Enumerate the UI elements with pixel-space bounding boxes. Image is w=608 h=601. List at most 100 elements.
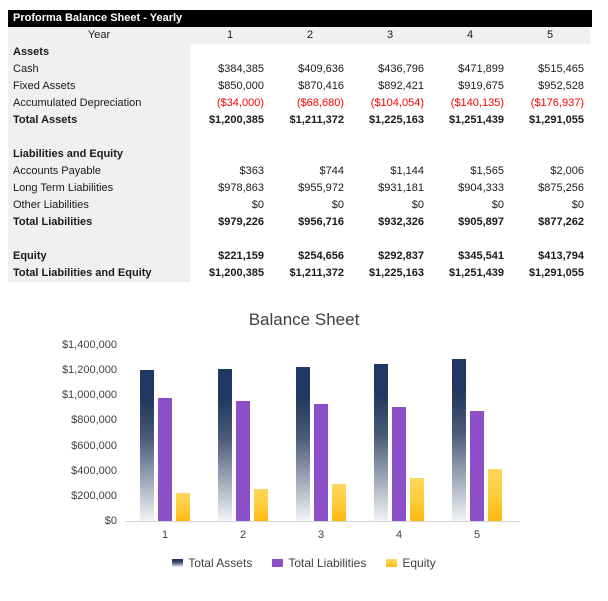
value-cell-year-2: $744: [319, 165, 344, 177]
x-axis-tick-label: 4: [395, 529, 403, 541]
value-cell-year-4: $1,251,439: [448, 114, 504, 126]
table-row-fixed-assets: Fixed Assets $850,000 $870,416 $892,421 $919…: [8, 78, 590, 95]
value-cell-year-1: [190, 146, 270, 163]
value-cell-year-1: $221,159: [218, 250, 264, 262]
row-label: Accumulated Depreciation: [8, 95, 190, 112]
bar-equity-year-4: [410, 478, 424, 521]
row-label: Cash: [8, 61, 190, 78]
value-cell-year-1: $1,200,385: [208, 114, 264, 126]
bar-total-liabilities-year-5: [470, 411, 484, 521]
value-cell-year-3: [350, 44, 430, 61]
value-cell-year-4: $904,333: [458, 182, 504, 194]
legend-swatch-equity: [386, 559, 398, 567]
table-row-long-term-liabilities: Long Term Liabilities $978,863 $955,972 $93…: [8, 180, 590, 197]
value-cell-year-1: [190, 129, 270, 146]
row-label: Liabilities and Equity: [8, 146, 190, 163]
bar-total-assets-year-3: [296, 367, 310, 521]
legend-label: Equity: [402, 556, 436, 570]
value-cell-year-4: [430, 231, 510, 248]
value-cell-year-3: $0: [411, 199, 424, 211]
legend-swatch-total-assets: [172, 559, 184, 567]
value-cell-year-5: $952,528: [538, 80, 584, 92]
value-cell-year-2: 2: [270, 27, 350, 44]
row-label: [8, 129, 190, 146]
y-axis-tick-label: $1,200,000: [61, 364, 117, 377]
value-cell-year-3: $892,421: [378, 80, 424, 92]
value-cell-year-2: $956,716: [298, 216, 344, 228]
value-cell-year-3: $436,796: [378, 63, 424, 75]
row-label: Total Assets: [8, 112, 190, 129]
table-row-liabilities-and-equity: Liabilities and Equity: [8, 146, 590, 163]
value-cell-year-2: $254,656: [298, 250, 344, 262]
row-label: Total Liabilities and Equity: [8, 265, 190, 282]
bar-total-liabilities-year-1: [158, 398, 172, 521]
value-cell-year-5: $515,465: [538, 63, 584, 75]
y-axis-tick-label: $600,000: [71, 439, 117, 452]
value-cell-year-3: $1,144: [390, 165, 424, 177]
table-row-equity: Equity $221,159 $254,656 $292,837 $345,541 $4…: [8, 248, 590, 265]
legend-label: Total Liabilities: [288, 556, 367, 570]
value-cell-year-1: $384,385: [218, 63, 264, 75]
value-cell-year-2: $1,211,372: [289, 267, 344, 279]
value-cell-year-5: $2,006: [550, 165, 584, 177]
row-label: Other Liabilities: [8, 197, 190, 214]
bar-total-liabilities-year-4: [392, 407, 406, 521]
value-cell-year-5: [510, 146, 590, 163]
value-cell-year-1: $0: [251, 199, 264, 211]
y-axis-tick-label: $400,000: [71, 464, 117, 477]
chart-title: Balance Sheet: [248, 310, 360, 329]
value-cell-year-4: ($140,135): [450, 97, 504, 109]
balance-sheet-table: Year 1 2 3 4 5 Assets Cash $384,385 $409,636 $436,…: [8, 27, 590, 282]
row-label: Fixed Assets: [8, 78, 190, 95]
legend-swatch-total-liabilities: [272, 559, 284, 567]
value-cell-year-5: $1,291,055: [528, 114, 584, 126]
value-cell-year-3: [350, 231, 430, 248]
table-row-assets: Assets: [8, 44, 590, 61]
value-cell-year-3: ($104,054): [370, 97, 424, 109]
value-cell-year-3: $1,225,163: [368, 267, 424, 279]
value-cell-year-3: $931,181: [378, 182, 424, 194]
row-label: Total Liabilities: [8, 214, 190, 231]
value-cell-year-4: $345,541: [458, 250, 504, 262]
value-cell-year-2: $955,972: [298, 182, 344, 194]
table-row-blank: [8, 129, 590, 146]
row-label: Assets: [8, 44, 190, 61]
legend-item-total-liabilities: Total Liabilities: [272, 556, 366, 570]
value-cell-year-1: ($34,000): [216, 97, 264, 109]
legend-label: Total Assets: [188, 556, 253, 570]
value-cell-year-5: [510, 231, 590, 248]
table-row-other-liabilities: Other Liabilities $0 $0 $0 $0 $0: [8, 197, 590, 214]
table-row-accounts-payable: Accounts Payable $363 $744 $1,144 $1,565 $2,0…: [8, 163, 590, 180]
value-cell-year-1: $363: [239, 165, 264, 177]
value-cell-year-3: [350, 146, 430, 163]
y-axis-tick-label: $200,000: [71, 489, 117, 502]
table-row-accumulated-depreciation: Accumulated Depreciation ($34,000) ($68,68…: [8, 95, 590, 112]
row-label: Year: [8, 27, 190, 44]
legend-item-equity: Equity: [386, 556, 436, 570]
value-cell-year-4: $905,897: [458, 216, 504, 228]
x-axis-tick-label: 1: [161, 529, 169, 541]
bar-total-assets-year-5: [452, 359, 466, 521]
table-row-total-liabilities: Total Liabilities $979,226 $956,716 $932,32…: [8, 214, 590, 231]
value-cell-year-4: [430, 146, 510, 163]
bar-total-liabilities-year-3: [314, 404, 328, 521]
value-cell-year-5: [510, 44, 590, 61]
sheet-title: Proforma Balance Sheet - Yearly: [13, 12, 183, 24]
value-cell-year-1: $979,226: [218, 216, 264, 228]
value-cell-year-3: $1,225,163: [368, 114, 424, 126]
legend-item-total-assets: Total Assets: [172, 556, 252, 570]
value-cell-year-5: $0: [571, 199, 584, 211]
table-row-blank: [8, 231, 590, 248]
bar-equity-year-5: [488, 469, 502, 521]
y-axis-tick-label: $1,000,000: [61, 389, 117, 402]
table-row-total-assets: Total Assets $1,200,385 $1,211,372 $1,225,1…: [8, 112, 590, 129]
value-cell-year-5: $1,291,055: [528, 267, 584, 279]
value-cell-year-2: $1,211,372: [289, 114, 344, 126]
value-cell-year-1: 1: [190, 27, 270, 44]
sheet-title-bar: Proforma Balance Sheet - Yearly: [8, 10, 592, 27]
value-cell-year-5: $413,794: [538, 250, 584, 262]
y-axis-tick-label: $800,000: [71, 414, 117, 427]
value-cell-year-3: [350, 129, 430, 146]
bar-total-assets-year-1: [140, 370, 154, 521]
